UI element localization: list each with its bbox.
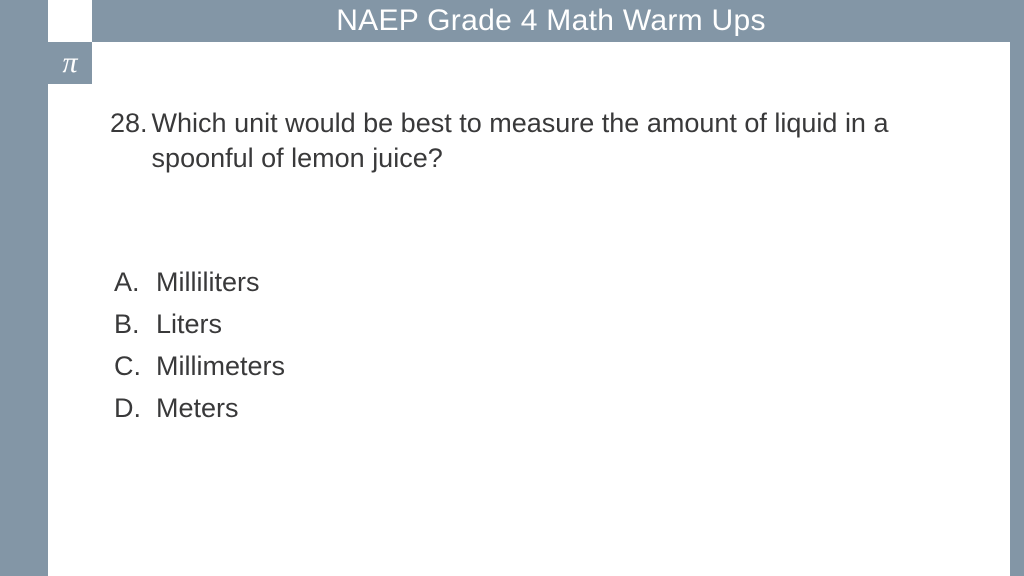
option-text: Milliliters: [156, 262, 982, 304]
pi-icon-box: π: [48, 42, 92, 84]
page-title: NAEP Grade 4 Math Warm Ups: [336, 4, 766, 38]
options-list: A. Milliliters B. Liters C. Millimeters …: [114, 262, 982, 429]
title-bar: NAEP Grade 4 Math Warm Ups: [92, 0, 1010, 42]
option-a: A. Milliliters: [114, 262, 982, 304]
option-letter: B.: [114, 304, 156, 346]
left-gap: [48, 0, 92, 576]
option-letter: C.: [114, 346, 156, 388]
pi-icon: π: [62, 46, 77, 80]
option-b: B. Liters: [114, 304, 982, 346]
content-area: 28. Which unit would be best to measure …: [92, 42, 1010, 576]
left-vertical-strip: [0, 0, 48, 576]
option-letter: D.: [114, 388, 156, 430]
option-text: Millimeters: [156, 346, 982, 388]
option-text: Meters: [156, 388, 982, 430]
option-letter: A.: [114, 262, 156, 304]
option-text: Liters: [156, 304, 982, 346]
question-row: 28. Which unit would be best to measure …: [110, 106, 982, 176]
option-c: C. Millimeters: [114, 346, 982, 388]
question-number: 28.: [110, 106, 148, 141]
option-d: D. Meters: [114, 388, 982, 430]
question-text: Which unit would be best to measure the …: [152, 106, 982, 176]
right-vertical-strip: [1010, 0, 1024, 576]
